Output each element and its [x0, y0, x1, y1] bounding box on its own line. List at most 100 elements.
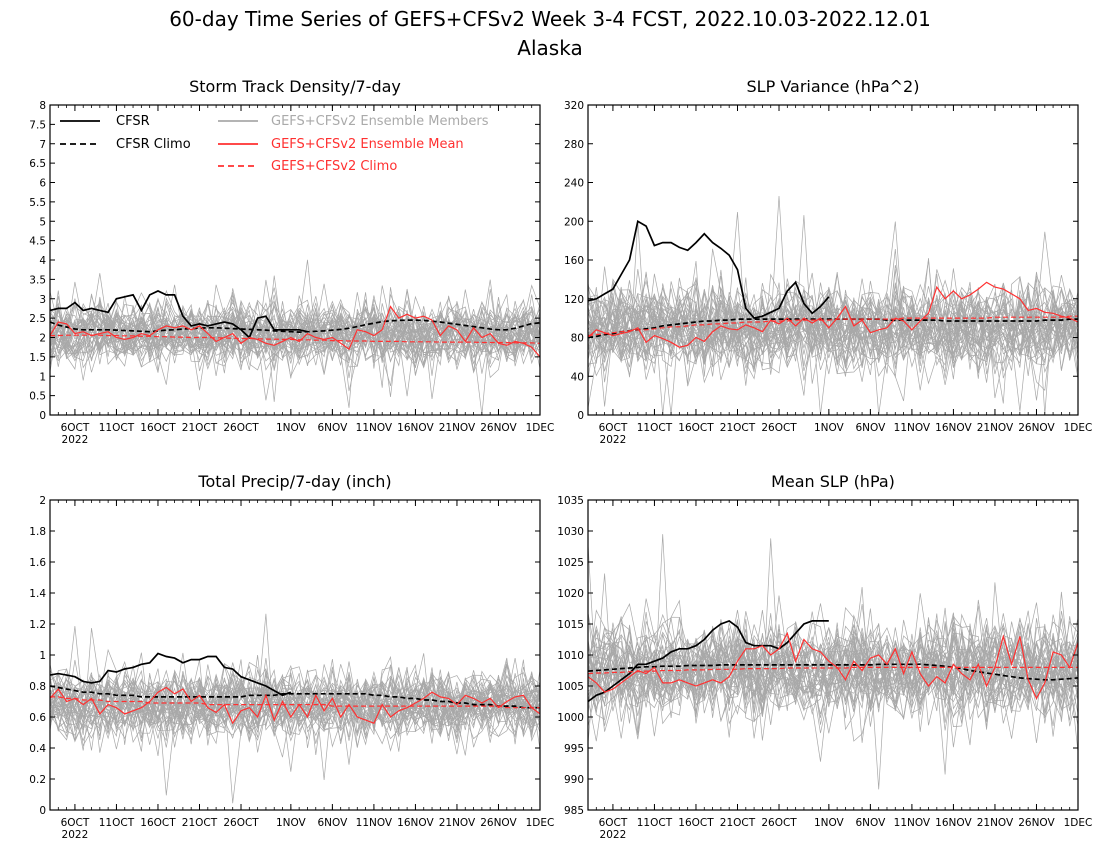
y-tick-label: 1 — [39, 371, 46, 383]
y-tick-label: 6.5 — [29, 158, 46, 170]
y-tick-label: 995 — [564, 743, 584, 755]
ensemble-member-line — [49, 281, 541, 371]
y-tick-label: 40 — [571, 371, 584, 383]
series-line-cfsr-climo-slp-variance — [587, 318, 1078, 339]
y-tick-label: 2.5 — [29, 313, 46, 325]
x-tick-label: 1DEC — [526, 422, 555, 434]
y-tick-label: 1010 — [557, 650, 584, 662]
y-tick-label: 1005 — [557, 681, 584, 693]
ensemble-member-line — [49, 665, 541, 743]
x-tick-label: 16NOV — [397, 817, 434, 829]
series-line-gefs-climo-slp-variance — [587, 315, 1078, 337]
ensemble-member-line — [49, 304, 541, 401]
x-tick-label: 6OCT — [61, 422, 90, 434]
ensemble-member-line — [587, 620, 1079, 732]
y-tick-label: 1035 — [557, 495, 584, 507]
ensemble-member-line — [587, 595, 1079, 726]
x-tick-label: 21OCT — [720, 817, 756, 829]
y-tick-label: 985 — [564, 805, 584, 817]
y-tick-label: 160 — [564, 255, 584, 267]
x-tick-label: 6OCT — [599, 422, 628, 434]
ensemble-member-line — [587, 289, 1079, 365]
y-tick-label: 0.5 — [29, 391, 46, 403]
x-tick-label: 26NOV — [480, 422, 517, 434]
series-line-cfsr-mean-slp — [587, 619, 829, 703]
series-line-cfsr-slp-variance — [587, 219, 830, 320]
y-tick-label: 1025 — [557, 557, 584, 569]
x-tick-label: 11NOV — [356, 422, 393, 434]
panel-title-storm-track: Storm Track Density/7-day — [189, 77, 401, 96]
y-tick-label: 1.2 — [29, 619, 46, 631]
ensemble-member-line — [49, 666, 541, 741]
y-tick-label: 200 — [564, 216, 584, 228]
ensemble-members-storm-track — [49, 259, 541, 416]
ensemble-member-line — [587, 215, 1079, 380]
ensemble-member-line — [587, 614, 1079, 736]
x-tick-label: 21OCT — [720, 422, 756, 434]
y-tick-label: 1.4 — [29, 588, 46, 600]
x-year-label: 2022 — [62, 434, 89, 446]
y-tick-label: 320 — [564, 100, 584, 112]
y-tick-label: 1030 — [557, 526, 584, 538]
y-tick-label: 0 — [39, 410, 46, 422]
y-tick-label: 6 — [39, 178, 46, 190]
y-tick-label: 0.4 — [29, 743, 46, 755]
x-tick-label: 11OCT — [637, 422, 673, 434]
series-line-cfsr-total-precip — [49, 652, 292, 697]
plot-frame-total-precip — [49, 499, 541, 811]
ensemble-member-line — [49, 664, 541, 752]
x-tick-label: 16OCT — [140, 817, 176, 829]
x-tick-label: 1NOV — [814, 817, 845, 829]
x-tick-label: 11OCT — [637, 817, 673, 829]
panel-title-mean-slp: Mean SLP (hPa) — [771, 472, 895, 491]
y-tick-label: 5.5 — [29, 197, 46, 209]
ensemble-member-line — [49, 653, 541, 745]
x-tick-label: 11NOV — [894, 422, 931, 434]
x-year-label: 2022 — [600, 434, 627, 446]
panel-title-slp-variance: SLP Variance (hPa^2) — [747, 77, 920, 96]
y-tick-label: 1 — [39, 650, 46, 662]
legend-label-gefs-climo: GEFS+CFSv2 Climo — [271, 159, 397, 174]
panel-slp-variance: SLP Variance (hPa^2) 0 40 80 120 160 200 240 280… — [564, 77, 1092, 446]
y-tick-label: 1.5 — [29, 352, 46, 364]
y-tick-label: 0.6 — [29, 712, 46, 724]
ensemble-member-line — [587, 283, 1079, 409]
series-line-gefs-climo-total-precip — [50, 696, 540, 709]
x-tick-label: 1NOV — [276, 422, 307, 434]
legend-label-cfsr: CFSR — [116, 114, 150, 129]
y-tick-label: 7.5 — [29, 119, 46, 131]
ensemble-member-line — [587, 582, 1079, 742]
ensemble-member-line — [587, 283, 1079, 401]
y-tick-label: 1.8 — [29, 526, 46, 538]
ensemble-member-line — [49, 290, 541, 376]
series-line-cfsr-climo-mean-slp — [587, 663, 1079, 681]
x-tick-label: 1NOV — [814, 422, 845, 434]
y-tick-label: 8 — [39, 100, 46, 112]
y-tick-label: 2 — [39, 495, 46, 507]
ensemble-member-line — [49, 669, 541, 804]
x-tick-label: 21OCT — [182, 817, 218, 829]
ensemble-member-line — [587, 534, 1079, 739]
y-tick-label: 3 — [39, 294, 46, 306]
y-tick-label: 1020 — [557, 588, 584, 600]
x-tick-label: 11NOV — [894, 817, 931, 829]
x-tick-label: 1DEC — [526, 817, 555, 829]
y-tick-label: 0 — [577, 410, 584, 422]
y-tick-label: 120 — [564, 294, 584, 306]
ensemble-member-line — [587, 195, 1079, 379]
x-tick-label: 6NOV — [855, 422, 886, 434]
series-line-gefs-climo-mean-slp — [587, 666, 1078, 675]
y-tick-label: 1.6 — [29, 557, 46, 569]
y-tick-label: 0 — [39, 805, 46, 817]
panel-title-total-precip: Total Precip/7-day (inch) — [197, 472, 391, 491]
figure-subtitle: Alaska — [517, 36, 582, 60]
x-tick-label: 11OCT — [99, 817, 135, 829]
y-tick-label: 280 — [564, 139, 584, 151]
ensemble-member-line — [587, 573, 1079, 725]
series-line-cfsr-climo-storm-track — [49, 319, 541, 333]
y-tick-label: 240 — [564, 178, 584, 190]
ensemble-members-total-precip — [49, 613, 541, 804]
x-tick-label: 1NOV — [276, 817, 307, 829]
x-tick-label: 6NOV — [855, 817, 886, 829]
